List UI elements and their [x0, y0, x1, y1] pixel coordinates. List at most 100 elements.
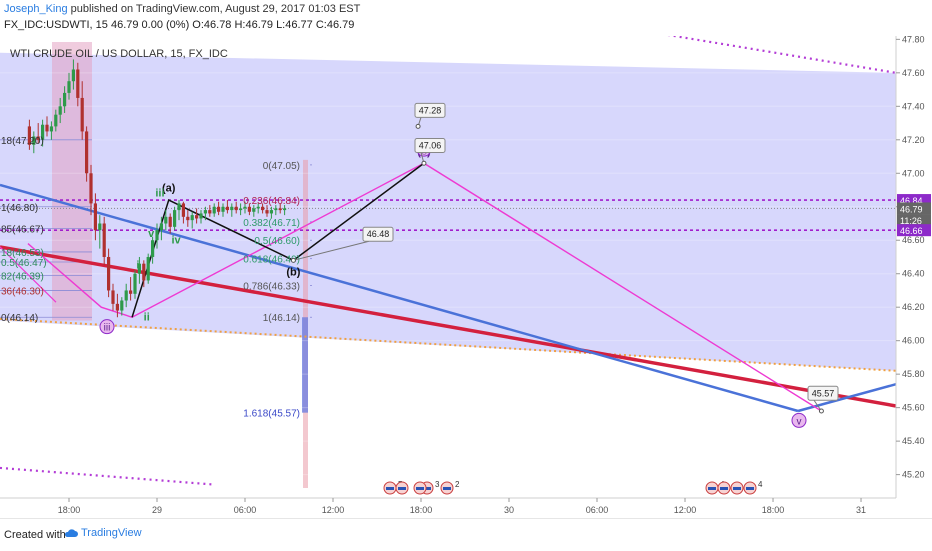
price-callout: 45.57: [807, 385, 839, 414]
event-flag-stripe: [443, 487, 451, 490]
candle-body: [181, 203, 186, 217]
price-tag-label: 11:26: [900, 216, 922, 226]
callout-anchor: [415, 123, 421, 129]
candle-body: [146, 256, 150, 281]
candle-body: [208, 210, 212, 214]
publish-info: Joseph_King published on TradingView.com…: [4, 3, 360, 15]
fib-mid-label: 0.382(46.71): [243, 218, 300, 229]
event-count: 2: [455, 480, 460, 489]
fib-mid-label: 0.618(46.49): [243, 255, 300, 266]
callout-anchor: [290, 257, 296, 263]
time-tick-label: 06:00: [234, 505, 257, 515]
event-flag-stripe: [386, 487, 394, 490]
candle-body: [283, 208, 287, 211]
price-tag: [897, 224, 931, 237]
price-tag-label: 46.84: [900, 196, 923, 206]
fib-mid-label: 1(46.14): [263, 313, 300, 324]
fib-mid-label: 0(47.05): [263, 161, 300, 172]
wave-label-v-circled: v: [797, 416, 802, 427]
price-chart[interactable]: 18(47.20)1(46.80)85(46.67)18(46.53)0.5(4…: [0, 36, 932, 518]
candle-body: [133, 273, 137, 294]
price-tick-label: 46.20: [902, 302, 925, 312]
wave-label-a: (a): [162, 183, 176, 195]
candle-body: [195, 215, 199, 219]
price-callout: 46.48: [290, 226, 394, 263]
price-tick-label: 45.80: [902, 369, 925, 379]
candle-body: [252, 208, 256, 212]
event-flag-stripe: [398, 487, 406, 490]
time-tick-label: 29: [152, 505, 162, 515]
range-bar-blue: [302, 317, 308, 413]
candle-body: [93, 203, 98, 231]
candle-body: [58, 106, 62, 115]
candle-body: [155, 230, 159, 241]
callout-label: 46.48: [367, 229, 390, 239]
candle-body: [107, 256, 111, 291]
price-tick-label: 46.00: [902, 336, 925, 346]
wave-label-i: i: [136, 260, 139, 272]
fib-left-label: 18(46.53): [1, 248, 44, 259]
event-markers: 53244: [383, 480, 763, 495]
tradingview-brand: TradingView: [81, 527, 142, 539]
price-tick-label: 47.20: [902, 135, 925, 145]
wave-label-iii-circled: iii: [104, 323, 111, 334]
callout-label: 47.06: [419, 140, 442, 150]
candle-body: [32, 136, 36, 145]
price-tick-label: 45.40: [902, 436, 925, 446]
candle-body: [186, 216, 190, 221]
fib-mid-label: 0.786(46.33): [243, 281, 300, 292]
candle-body: [261, 206, 265, 211]
candle-body: [80, 97, 84, 132]
callout-label: 45.57: [812, 388, 835, 398]
callout-label: 47.28: [419, 105, 442, 115]
candle-body: [221, 206, 225, 212]
chart-area[interactable]: 18(47.20) 1(46.80) 85(46.67) 18(46.53) 0.5(4…: [0, 36, 932, 518]
price-tick-label: 45.20: [902, 470, 925, 480]
candle-body: [203, 210, 208, 214]
candle-body: [27, 126, 31, 145]
candle-body: [278, 208, 282, 211]
candle-body: [234, 206, 238, 211]
projection-left-segment: [0, 246, 57, 303]
event-flag-stripe: [708, 487, 716, 490]
event-count: 4: [758, 480, 763, 489]
price-tag-label: 46.66: [900, 226, 923, 236]
candle-body: [142, 263, 146, 281]
wave-label-b: (b): [286, 266, 300, 278]
callout-box: [807, 385, 839, 401]
candle-body: [164, 216, 168, 224]
fib-left-label: 0.5(46.47): [1, 258, 47, 269]
time-tick-label: 31: [856, 505, 866, 515]
published-text: published on TradingView.com, August 29,…: [70, 3, 361, 15]
candle-body: [40, 124, 45, 140]
candle-body: [269, 210, 274, 214]
price-tick-label: 45.60: [902, 403, 925, 413]
fib-mid-label: 0.5(46.60): [254, 236, 300, 247]
candle-body: [190, 215, 194, 221]
candle-body: [62, 92, 67, 107]
candle-body: [36, 136, 40, 140]
tradingview-logo[interactable]: TradingView: [64, 527, 142, 539]
callout-box: [414, 102, 446, 118]
candle-body: [256, 206, 260, 209]
blue-trendline: [0, 183, 799, 413]
price-tick-label: 47.60: [902, 68, 925, 78]
time-tick-label: 18:00: [58, 505, 81, 515]
fib-left-label: 18(47.20): [1, 136, 44, 147]
price-callout: 47.06: [414, 137, 446, 166]
price-callout: 47.28: [414, 102, 446, 129]
price-tag: [897, 214, 931, 227]
created-with-text: Created with: [4, 529, 66, 541]
callout-anchor: [421, 160, 427, 166]
candle-body: [173, 210, 177, 227]
price-tick-label: 46.40: [902, 269, 925, 279]
author-link[interactable]: Joseph_King: [4, 3, 68, 15]
price-tag: [897, 202, 931, 215]
fib-left-label: 1(46.80): [1, 203, 38, 214]
callout-anchor: [818, 408, 824, 414]
time-tick-label: 18:00: [410, 505, 433, 515]
fib-mid-label: 0.236(46.84): [243, 196, 300, 207]
candle-body: [85, 131, 89, 174]
fib-left-label: 82(46.39): [1, 271, 44, 282]
candle-body: [159, 223, 164, 231]
